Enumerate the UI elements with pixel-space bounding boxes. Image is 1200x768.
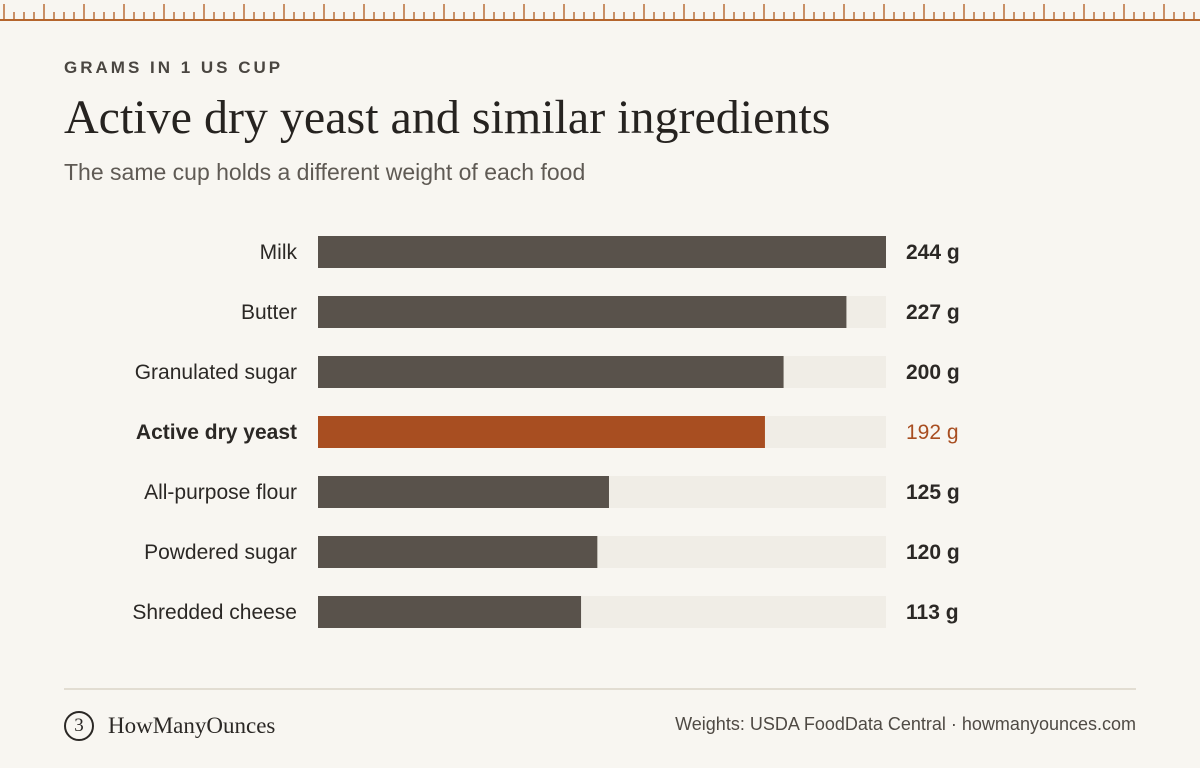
value-label-all-purpose-flour: 125 g: [906, 481, 960, 504]
source-note: Weights: USDA FoodData Central · howmany…: [675, 714, 1136, 734]
brand-logo-icon: 3: [64, 711, 94, 741]
bar-all-purpose-flour: [318, 476, 609, 508]
category-label-powdered-sugar: Powdered sugar: [144, 541, 297, 564]
value-label-granulated-sugar: 200 g: [906, 361, 960, 384]
value-label-powdered-sugar: 120 g: [906, 541, 960, 564]
value-label-active-dry-yeast: 192 g: [906, 421, 959, 444]
bar-powdered-sugar: [318, 536, 598, 568]
category-label-all-purpose-flour: All-purpose flour: [144, 481, 297, 504]
ruler-decoration: [0, 4, 1200, 21]
brand: 3 HowManyOunces: [64, 709, 275, 743]
category-label-shredded-cheese: Shredded cheese: [132, 601, 297, 624]
eyebrow-label: GRAMS IN 1 US CUP: [64, 58, 284, 77]
category-label-active-dry-yeast: Active dry yeast: [136, 421, 297, 444]
category-label-butter: Butter: [241, 301, 297, 324]
bar-active-dry-yeast: [318, 416, 765, 448]
category-label-granulated-sugar: Granulated sugar: [135, 361, 297, 384]
brand-name: HowManyOunces: [108, 713, 276, 738]
category-label-milk: Milk: [260, 241, 298, 264]
value-label-butter: 227 g: [906, 301, 960, 324]
chart-subtitle: The same cup holds a different weight of…: [64, 159, 586, 185]
value-label-shredded-cheese: 113 g: [906, 601, 959, 624]
bar-butter: [318, 296, 847, 328]
chart-title: Active dry yeast and similar ingredients: [64, 91, 831, 144]
bar-shredded-cheese: [318, 596, 582, 628]
value-label-milk: 244 g: [906, 241, 960, 264]
bar-milk: [318, 236, 886, 268]
bar-granulated-sugar: [318, 356, 784, 388]
footer-divider: [64, 688, 1136, 690]
